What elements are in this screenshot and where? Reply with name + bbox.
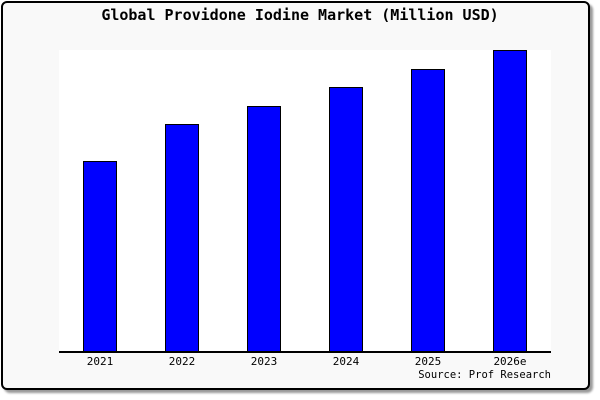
x-tick-label-2025: 2025 (414, 355, 442, 368)
bar-2024 (329, 86, 363, 351)
x-tick-label-2023: 2023 (250, 355, 278, 368)
bar-slot-2024 (305, 50, 387, 351)
x-tick-label-2026e: 2026e (493, 355, 527, 368)
x-tick-label-2024: 2024 (332, 355, 360, 368)
bar-slot-2023 (223, 50, 305, 351)
source-credit: Source: Prof Research (418, 369, 551, 381)
bar-slot-2025 (387, 50, 469, 351)
bar-2026e (493, 50, 527, 351)
chart-title: Global Providone Iodine Market (Million … (101, 6, 499, 24)
x-tick-label-2021: 2021 (86, 355, 114, 368)
bar-2021 (83, 161, 117, 351)
bar-2022 (165, 124, 199, 351)
bar-slot-2021 (59, 50, 141, 351)
bar-slot-2026e (469, 50, 551, 351)
x-tick-label-2022: 2022 (168, 355, 196, 368)
x-axis-labels: 2021 2022 2023 2024 2025 2026e (59, 355, 551, 368)
bar-slot-2022 (141, 50, 223, 351)
plot-area (59, 50, 551, 353)
bar-2025 (411, 69, 445, 351)
bar-2023 (247, 105, 281, 351)
